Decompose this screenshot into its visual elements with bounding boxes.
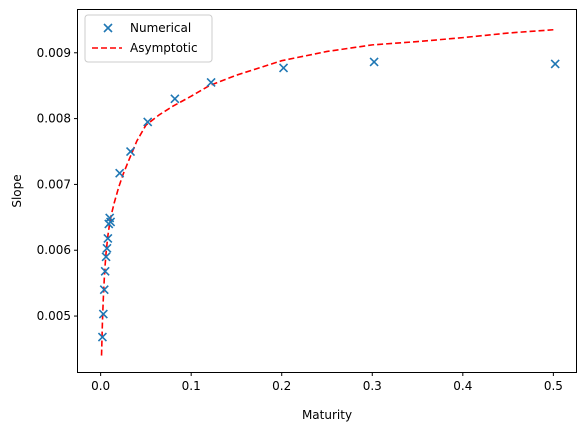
numerical-point [97, 332, 108, 342]
numerical-point [103, 233, 113, 243]
numerical-point [125, 146, 136, 157]
legend-item: Numerical [103, 21, 191, 35]
numerical-point [550, 59, 560, 69]
legend-frame [84, 14, 213, 63]
x-axis-label: Maturity [302, 408, 352, 422]
x-tick-label: 0.0 [91, 379, 110, 393]
numerical-point [278, 63, 289, 73]
numerical-point [99, 285, 109, 295]
legend-label: Numerical [130, 21, 191, 35]
y-tick-label: 0.007 [37, 177, 71, 191]
x-tick-label: 0.1 [182, 379, 201, 393]
numerical-point [115, 168, 125, 178]
numerical-point [100, 266, 110, 276]
legend-label: Asymptotic [130, 41, 198, 55]
numerical-point [98, 309, 108, 319]
y-axis-label: Slope [10, 174, 24, 207]
plot-frame [77, 9, 577, 373]
numerical-point [101, 252, 111, 262]
y-tick-label: 0.009 [37, 46, 71, 60]
asymptotic-line [100, 28, 554, 356]
x-tick-label: 0.5 [544, 379, 563, 393]
x-axis: 0.0 0.1 0.2 0.3 0.4 0.5 [91, 372, 563, 393]
numerical-point [102, 243, 112, 253]
y-tick-label: 0.005 [37, 309, 71, 323]
x-tick-label: 0.4 [453, 379, 472, 393]
y-tick-label: 0.008 [37, 112, 71, 126]
numerical-point [369, 57, 379, 67]
numerical-point [106, 217, 116, 227]
x-tick-label: 0.2 [272, 379, 291, 393]
numerical-point [143, 117, 153, 127]
legend: Numerical Asymptotic [84, 14, 213, 63]
legend-item: Asymptotic [92, 41, 198, 55]
y-axis: 0.005 0.006 0.007 0.008 0.009 [37, 46, 78, 323]
x-tick-label: 0.3 [363, 379, 382, 393]
numerical-point [206, 77, 216, 87]
numerical-point [170, 94, 180, 104]
legend-marker-x [103, 23, 113, 33]
y-tick-label: 0.006 [37, 243, 71, 257]
